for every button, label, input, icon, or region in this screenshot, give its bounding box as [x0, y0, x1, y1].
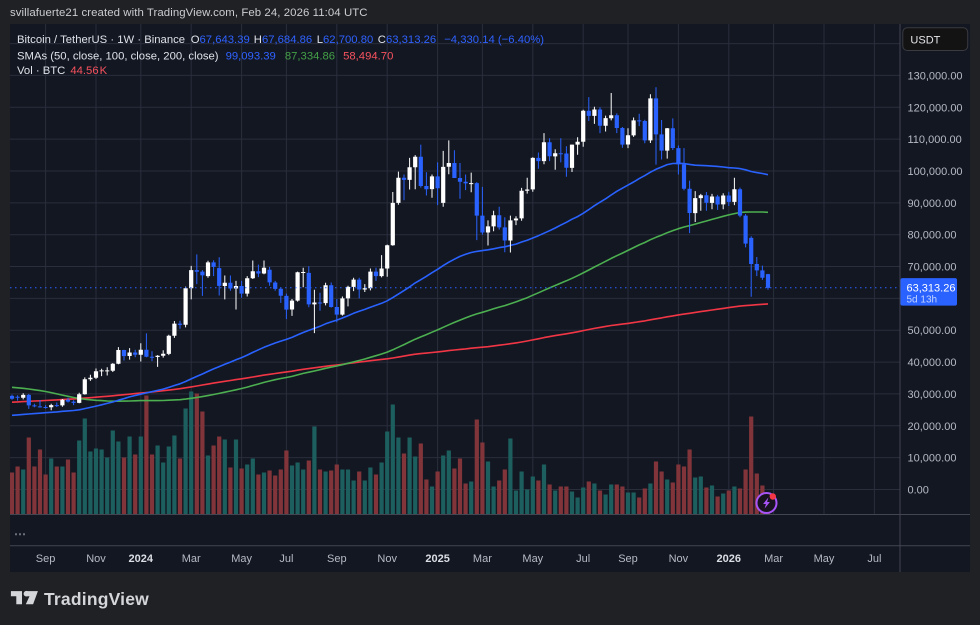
svg-text:2024: 2024	[129, 553, 154, 565]
svg-text:SMAs (50, close, 100, close, 2: SMAs (50, close, 100, close, 200, close)…	[17, 51, 393, 63]
svg-text:90,000.00: 90,000.00	[908, 198, 957, 210]
svg-text:20,000.00: 20,000.00	[908, 421, 957, 433]
svg-text:May: May	[814, 553, 835, 565]
svg-text:5d 13h: 5d 13h	[907, 294, 938, 305]
svg-text:2025: 2025	[425, 553, 449, 565]
svg-text:Mar: Mar	[764, 553, 783, 565]
svg-text:80,000.00: 80,000.00	[908, 230, 957, 242]
svg-text:USDT: USDT	[910, 34, 940, 46]
svg-text:70,000.00: 70,000.00	[908, 262, 957, 274]
svg-text:Nov: Nov	[86, 553, 106, 565]
svg-text:120,000.00: 120,000.00	[908, 102, 963, 114]
svg-text:40,000.00: 40,000.00	[908, 357, 957, 369]
svg-text:⋯: ⋯	[14, 527, 26, 541]
svg-text:Nov: Nov	[669, 553, 689, 565]
svg-text:Jul: Jul	[279, 553, 293, 565]
svg-text:Sep: Sep	[618, 553, 638, 565]
svg-text:110,000.00: 110,000.00	[908, 134, 962, 146]
svg-text:Mar: Mar	[473, 553, 492, 565]
svg-text:50,000.00: 50,000.00	[908, 325, 957, 337]
svg-text:Nov: Nov	[377, 553, 397, 565]
svg-text:10,000.00: 10,000.00	[908, 453, 957, 465]
svg-text:May: May	[522, 553, 543, 565]
svg-text:Bitcoin / TetherUS · 1W · Bina: Bitcoin / TetherUS · 1W · Binance O67,64…	[17, 34, 544, 46]
svg-text:100,000.00: 100,000.00	[908, 166, 963, 178]
svg-text:Sep: Sep	[327, 553, 347, 565]
svg-text:Jul: Jul	[867, 553, 881, 565]
svg-text:May: May	[231, 553, 252, 565]
svg-text:63,313.26: 63,313.26	[907, 283, 956, 295]
svg-text:30,000.00: 30,000.00	[908, 389, 957, 401]
svg-text:130,000.00: 130,000.00	[908, 70, 963, 82]
svg-text:2026: 2026	[717, 553, 741, 565]
svg-text:0.00: 0.00	[908, 485, 929, 497]
svg-text:Sep: Sep	[36, 553, 56, 565]
svg-text:Jul: Jul	[576, 553, 590, 565]
svg-text:Mar: Mar	[182, 553, 201, 565]
